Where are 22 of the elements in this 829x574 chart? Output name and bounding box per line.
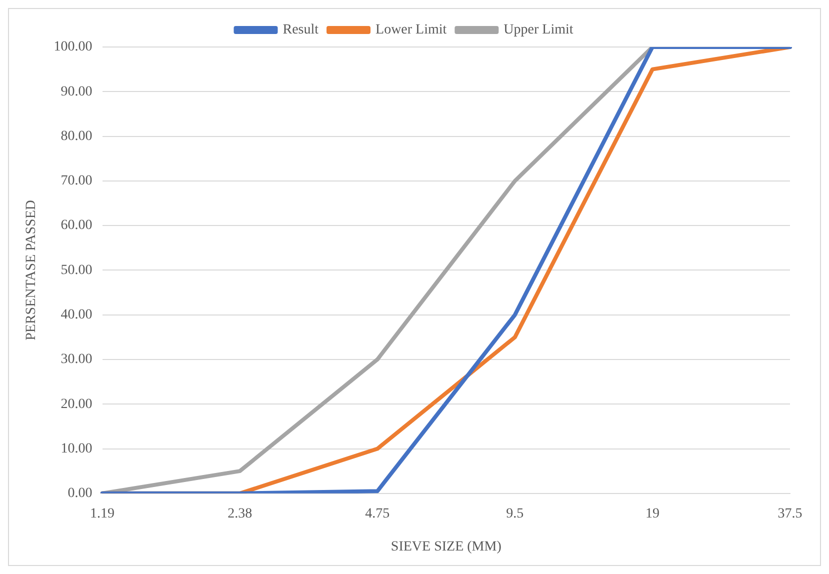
y-tick-label: 10.00 (60, 441, 92, 456)
y-tick-label: 70.00 (60, 174, 92, 189)
y-tick-label: 0.00 (68, 486, 92, 502)
legend-label: Upper Limit (504, 22, 574, 38)
y-tick-label: 60.00 (60, 218, 92, 234)
y-tick-label: 50.00 (60, 262, 92, 278)
y-tick-label: 80.00 (60, 128, 92, 144)
legend-label: Result (282, 22, 319, 38)
x-tick-label: 1.19 (90, 506, 115, 522)
x-axis-title: SIEVE SIZE (MM) (390, 539, 502, 554)
x-tick-label: 4.75 (365, 506, 390, 522)
x-tick-label: 37.5 (778, 506, 802, 522)
y-tick-label: 30.00 (60, 352, 92, 368)
x-tick-label: 9.5 (506, 506, 524, 522)
y-tick-label: 20.00 (60, 396, 92, 412)
y-tick-label: 40.00 (60, 308, 92, 323)
x-tick-label: 19 (645, 506, 660, 522)
y-tick-label: 90.00 (60, 84, 92, 100)
y-tick-label: 100.00 (54, 40, 92, 55)
x-tick-label: 2.38 (228, 506, 252, 522)
y-axis-title: PERSENTASE PASSED (24, 200, 40, 340)
legend-label: Lower Limit (376, 22, 447, 38)
